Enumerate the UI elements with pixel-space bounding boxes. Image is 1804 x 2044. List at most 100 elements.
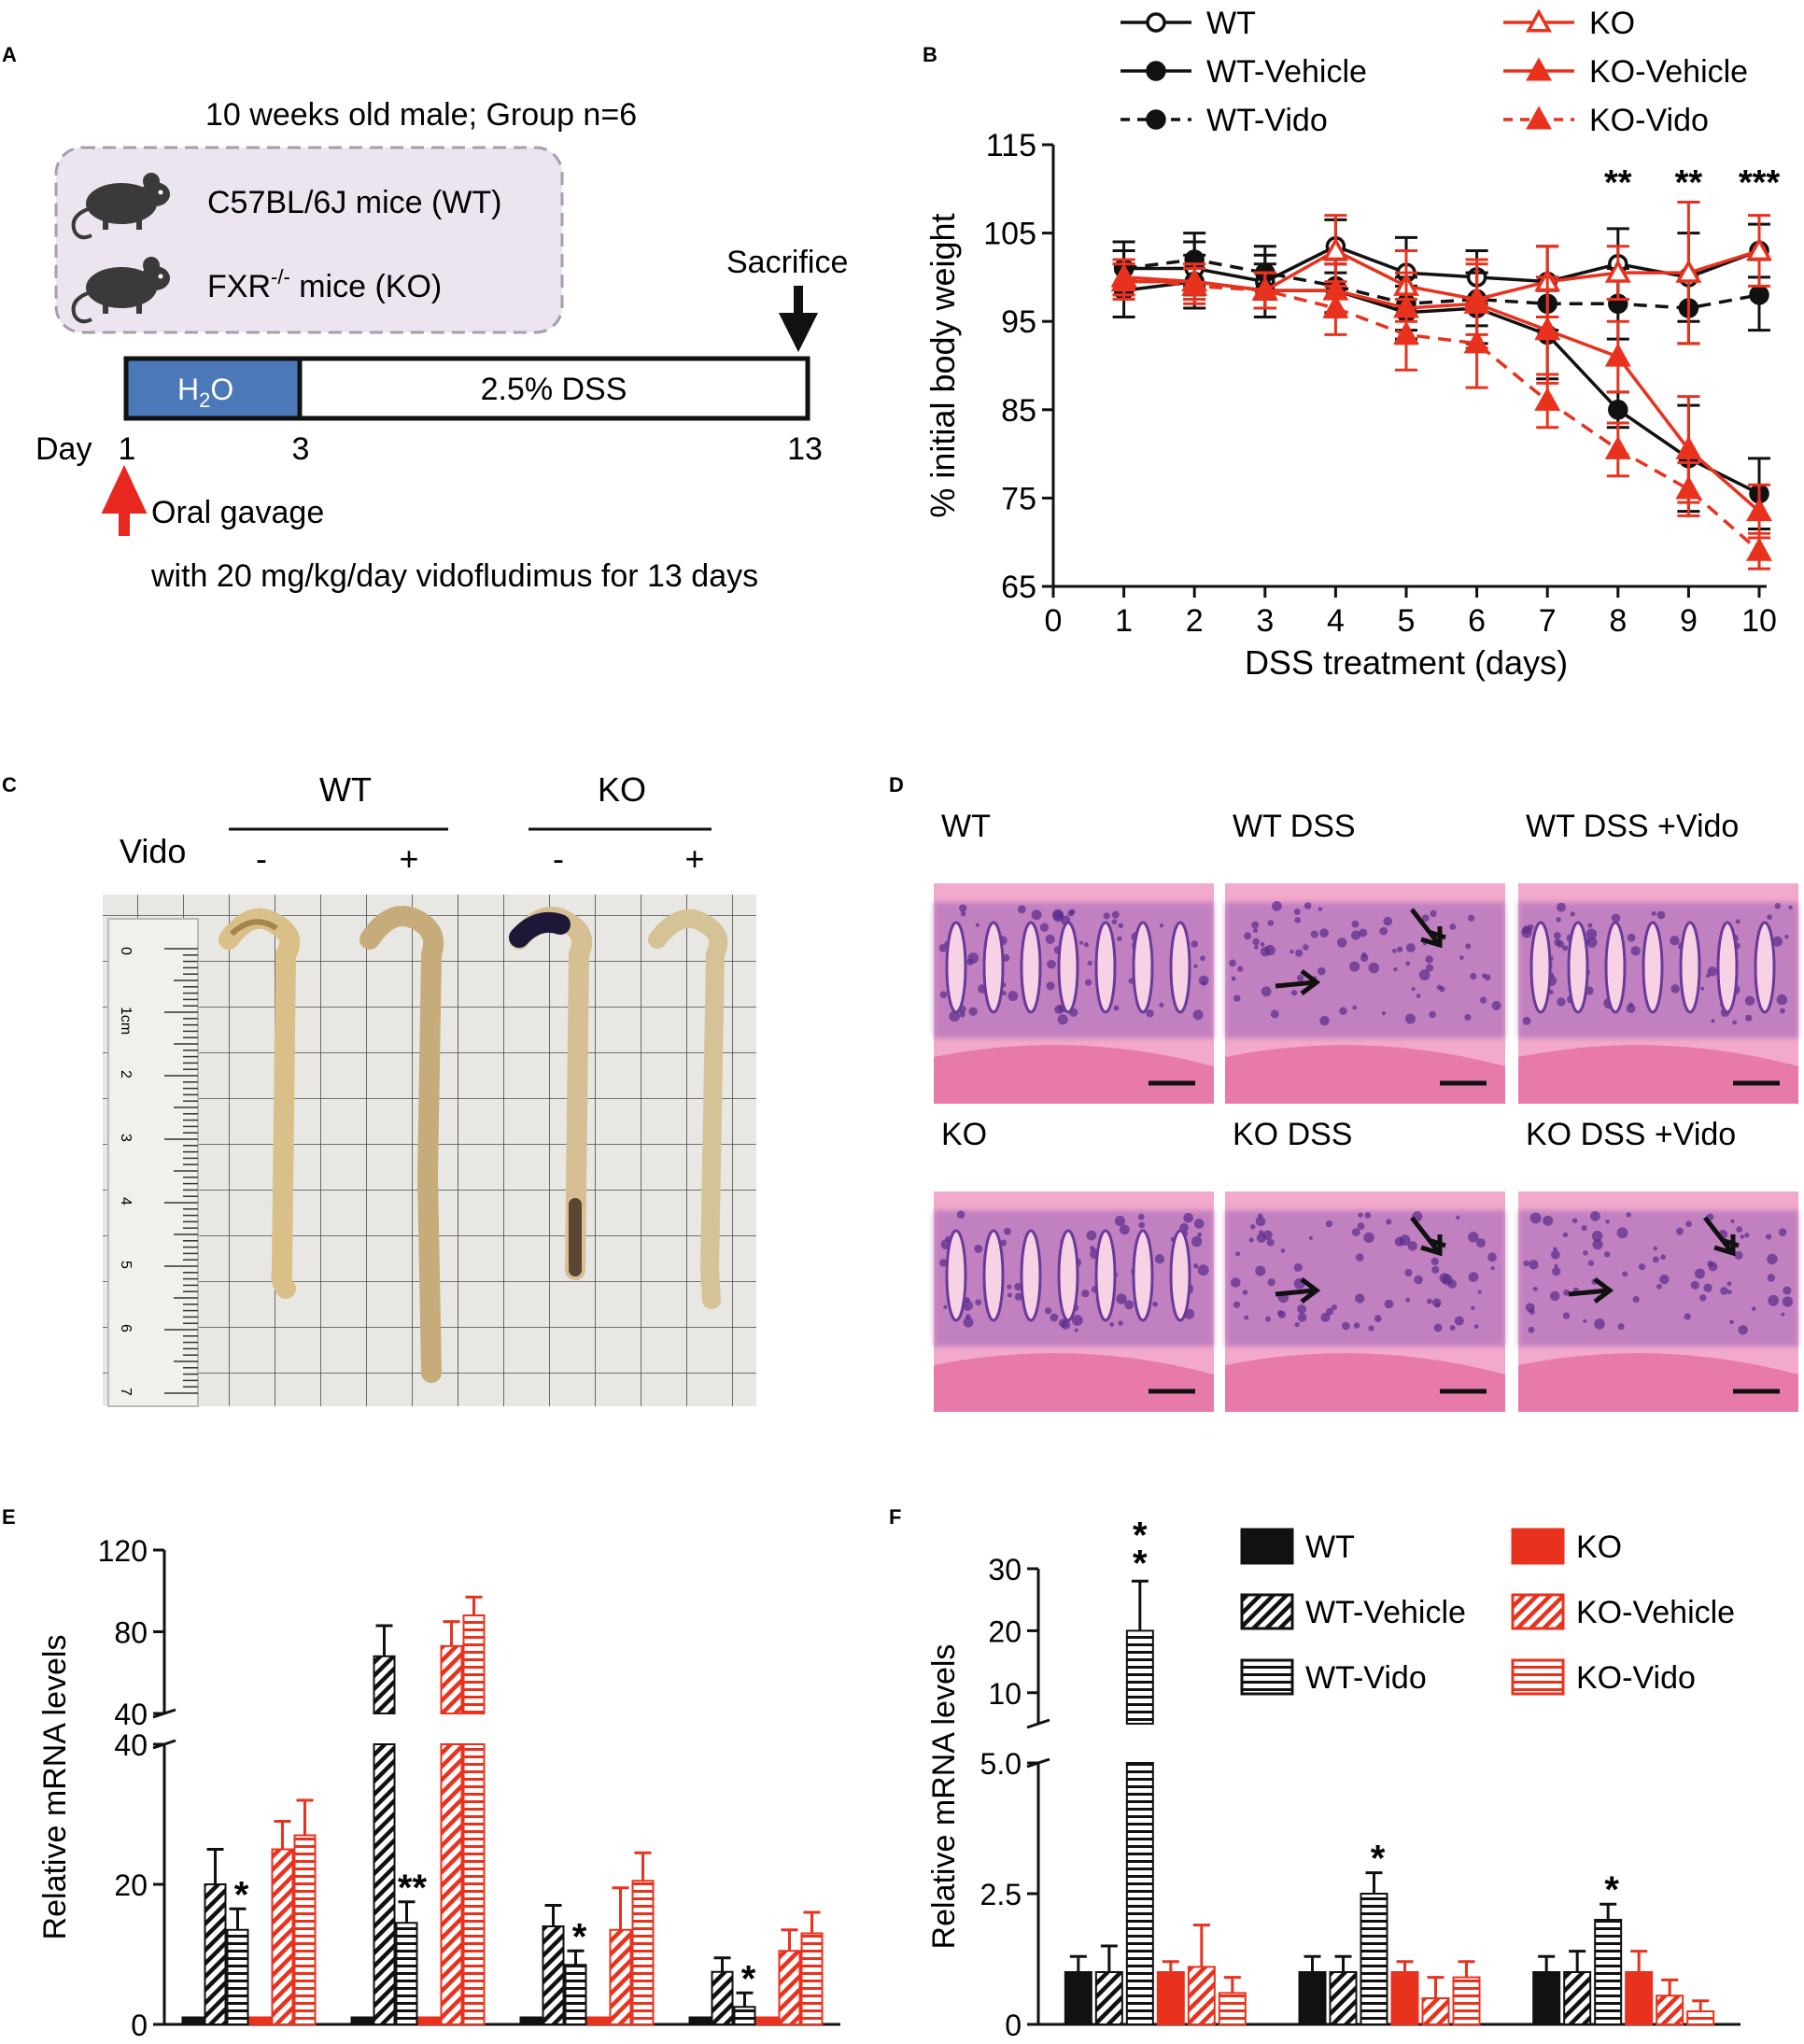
nucleus [1251,921,1260,929]
nucleus [1627,933,1636,942]
nucleus [1740,1234,1745,1239]
data-point [1322,294,1349,318]
nucleus [1734,1250,1743,1260]
nucleus [1341,1321,1350,1331]
nucleus [1294,917,1301,923]
tile-title: KO [941,1117,987,1152]
muscle-layer [1225,1045,1505,1104]
nucleus [943,1304,948,1309]
bar-wt [181,2016,204,2025]
nucleus [1435,1303,1441,1308]
series-line [1123,275,1761,553]
nucleus [1429,1010,1436,1019]
nucleus [1368,1325,1374,1332]
nucleus [1363,1232,1374,1244]
legend-swatch [1511,1528,1565,1565]
nucleus [1318,966,1326,976]
significance-mark: ** [1675,163,1703,203]
significance-mark: ** [398,1868,428,1909]
double-arrow-icon [1410,1216,1446,1257]
nucleus [1549,1290,1560,1302]
nucleus [1058,1318,1068,1328]
nucleus [1652,1256,1659,1263]
significance-mark: * [1133,1543,1148,1584]
crypt [1529,921,1552,1014]
bar-wt-vehicle [711,1956,734,2025]
nucleus [1425,955,1433,964]
bar-upper-part [373,1655,396,1714]
nucleus [1468,1232,1479,1243]
data-point [1604,343,1631,367]
nucleus [1293,909,1301,915]
crypt [1604,921,1627,1014]
nucleus [1252,937,1260,946]
legend-label: WT [1305,1529,1355,1565]
svg-text:6: 6 [118,1324,134,1332]
legend-item: KO [1503,6,1635,41]
bar-upper-part [1125,1629,1154,1726]
nucleus [1296,974,1304,982]
bar-ko-vehicle [271,1820,294,2025]
bar-ko [417,2016,441,2025]
y-axis-title: Relative mRNA levels [37,1635,73,1940]
nucleus [1416,994,1421,998]
nucleus [1782,1296,1794,1307]
panel-c: C WT KO Vido - + - + 0 1cm 2 3 4 5 6 7 [2,770,756,1407]
nucleus [1368,962,1380,974]
nucleus [1473,1324,1479,1330]
crypt [1132,1229,1154,1322]
nucleus [1439,1273,1450,1284]
x-tick-label: 3 [1256,603,1274,639]
nucleus [1280,1248,1286,1253]
bar-ko [1156,1960,1185,2025]
bar [1329,1971,1358,2025]
nucleus [1587,923,1593,928]
legend-marker [1146,109,1166,130]
nucleus [1083,942,1089,948]
nucleus [1233,1301,1241,1308]
crypt [1169,921,1191,1014]
nucleus [963,1317,974,1328]
histology-tile [1225,1191,1505,1412]
nucleus [1052,909,1064,921]
data-point [1393,320,1419,345]
bar-lower-part [373,1743,396,2025]
nucleus [974,1244,983,1253]
nucleus [1468,1272,1479,1282]
nucleus [1586,937,1598,948]
bar [711,1970,734,2025]
tile-title: KO DSS [1233,1117,1352,1152]
nucleus [1529,1260,1539,1270]
y-axis-title: % initial body weight [923,213,962,517]
nucleus [1393,966,1398,972]
nucleus [1670,935,1680,946]
gavage-arrow-icon [101,464,148,536]
nucleus [1738,1325,1748,1335]
series-line [1123,279,1761,513]
y-tick-label: 115 [986,128,1036,163]
y-tick-label: 0 [1005,2009,1022,2042]
nucleus [1046,981,1055,991]
bar-wt-vido [1594,1902,1623,2025]
ruler-number-2: 2 [118,1070,134,1078]
bar-lower-part [1125,1762,1154,2025]
nucleus [1231,1277,1241,1288]
crypt [982,1229,1005,1322]
y-tick-label: 10 [988,1677,1022,1711]
nucleus [1705,973,1711,979]
nucleus [938,943,948,952]
colon-wt-untreated [218,908,301,1299]
nucleus [1405,1297,1411,1303]
bar [1686,2010,1715,2025]
bar-ko-vido [462,1595,486,2025]
bar [395,1922,418,2025]
bar [542,1925,565,2025]
nucleus [1351,1228,1360,1236]
legend-label: WT-Vehicle [1206,54,1367,90]
legend-label: WT-Vehicle [1305,1595,1466,1630]
nucleus [1262,1230,1273,1240]
nucleus [1553,932,1561,939]
sacrifice-arrow-icon [778,286,819,353]
nucleus [1690,1280,1699,1290]
